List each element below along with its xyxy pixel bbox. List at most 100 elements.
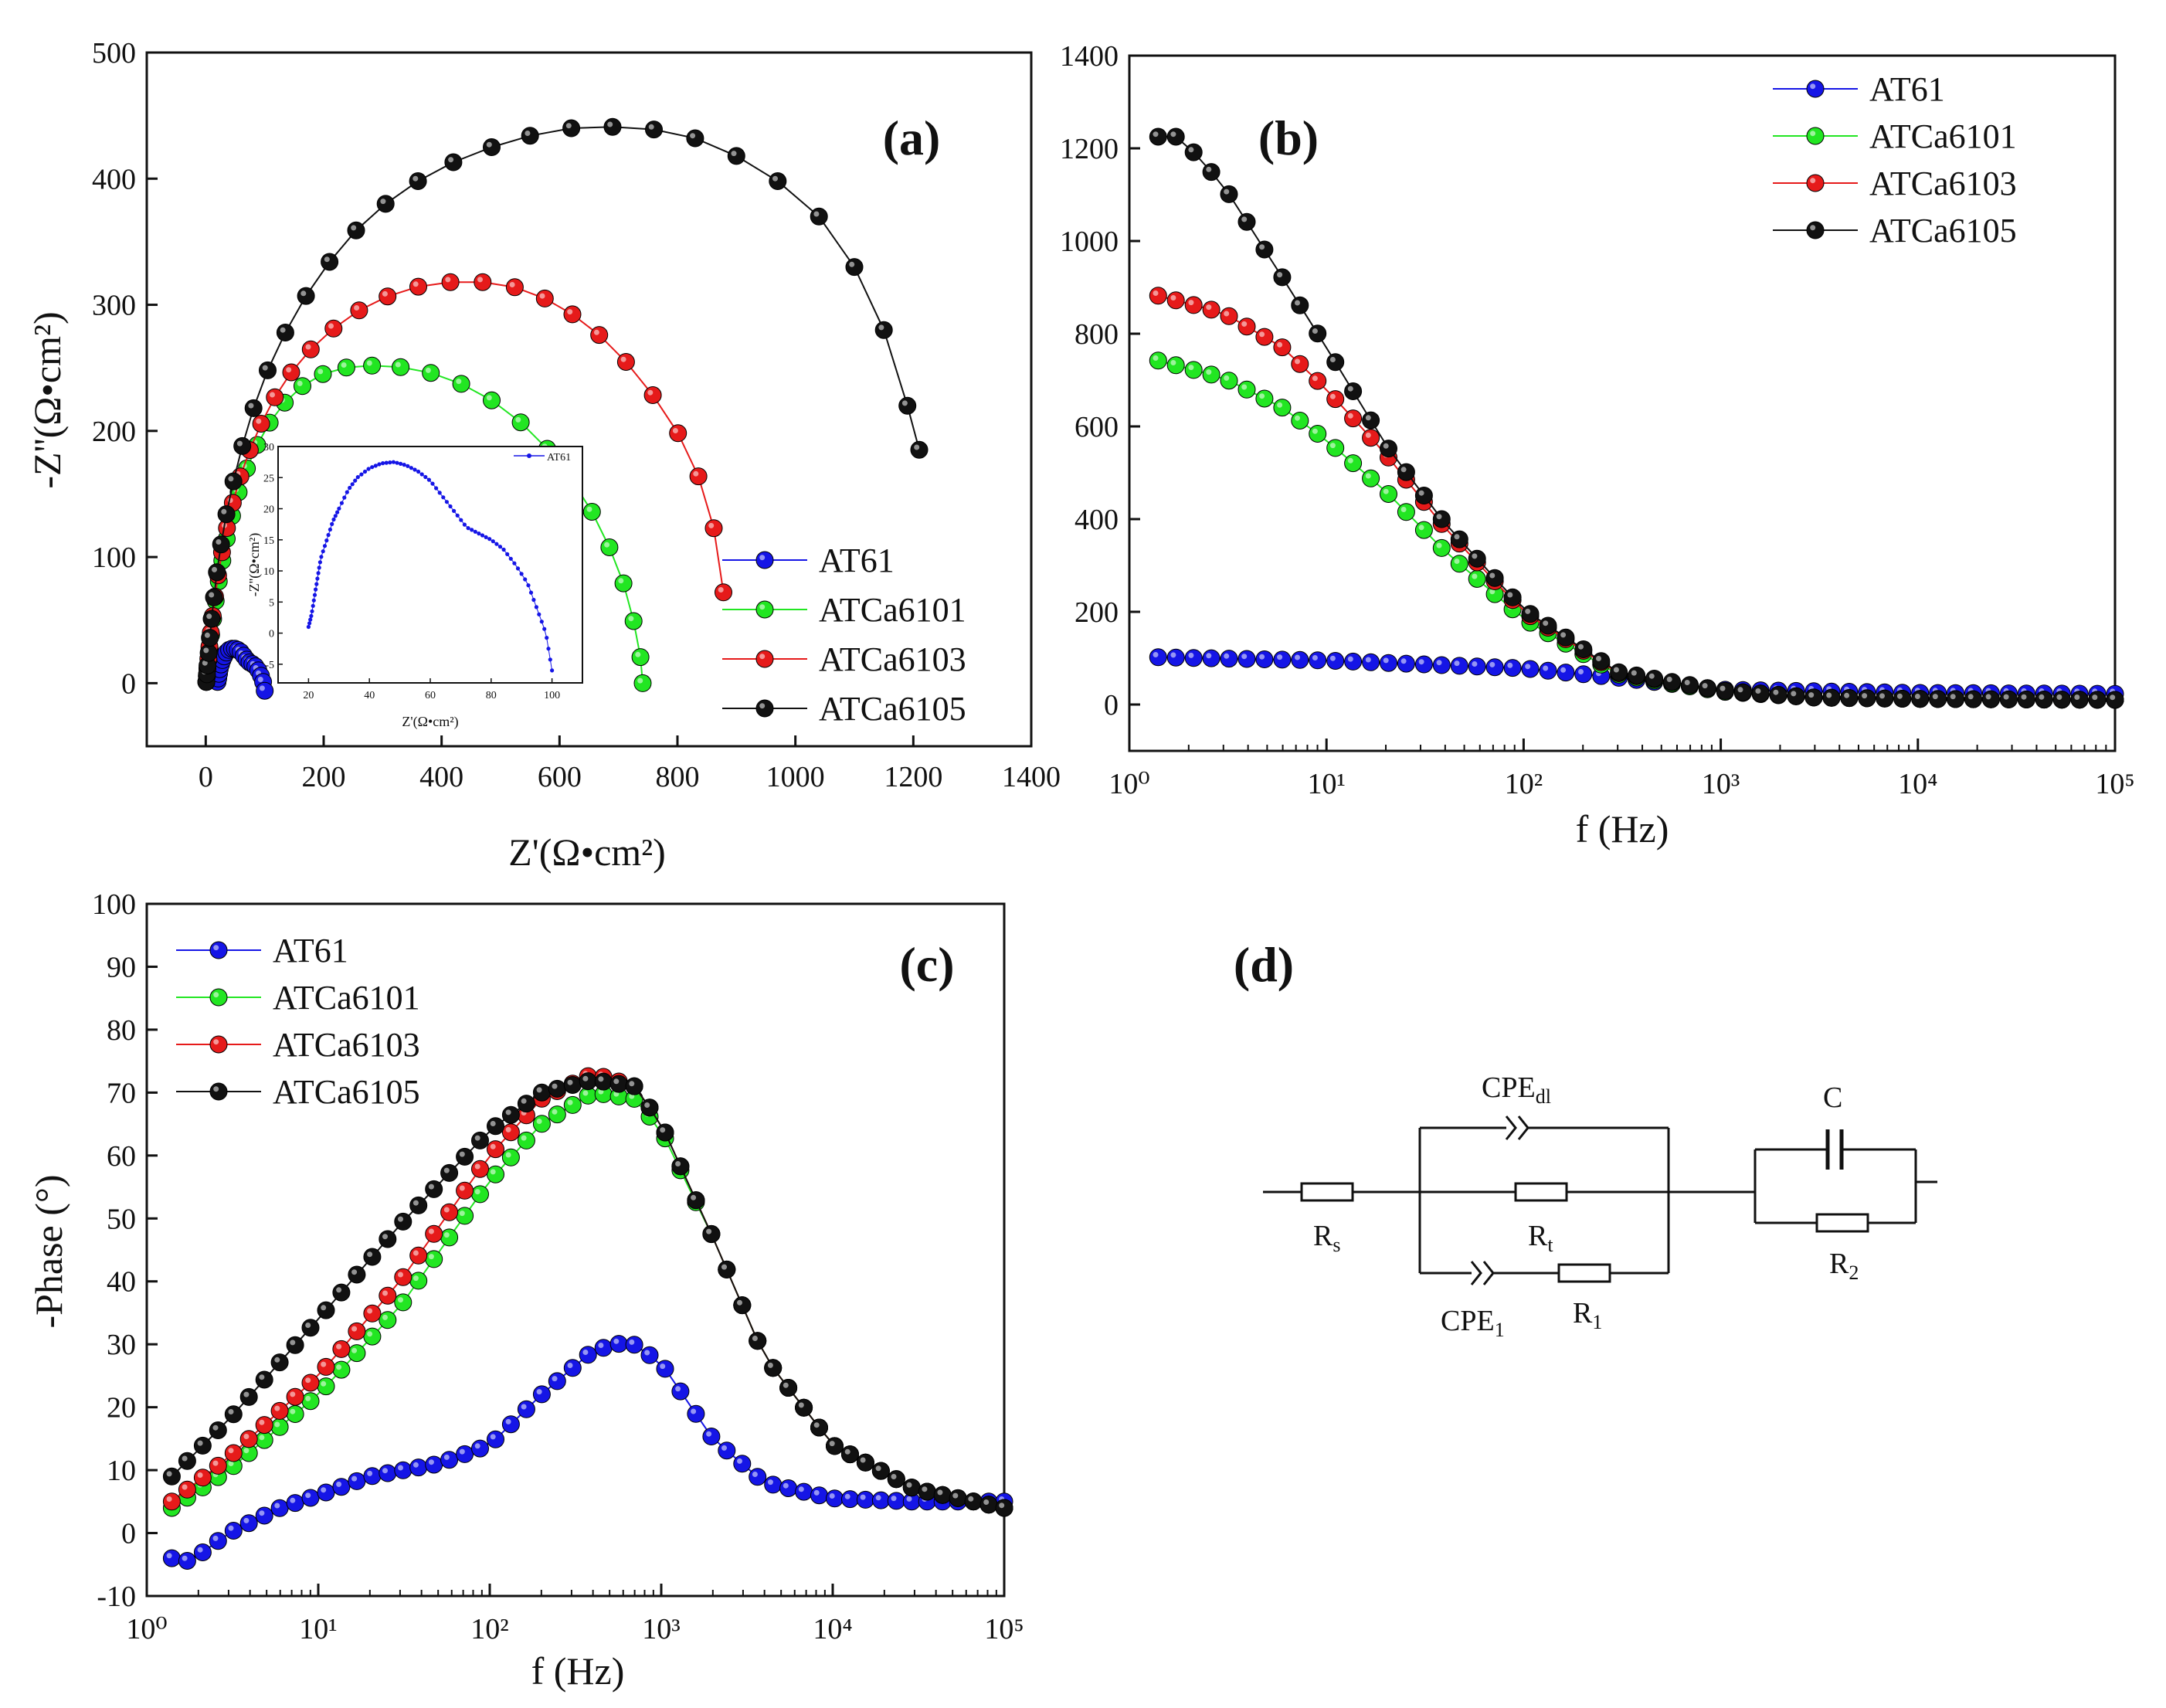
inset-data-point [546,647,551,651]
data-point-ATCa6101 [1255,389,1274,408]
inset-series [306,460,555,673]
data-point-ATCa6103 [363,1304,382,1323]
inset-data-point [395,460,399,465]
data-point-AT61-highlight [1383,657,1389,664]
y-tick-label: 500 [92,37,136,70]
legend-label: AT61 [1869,70,1945,108]
data-point-AT61-highlight [906,1496,912,1502]
inset-y-tick-label: 30 [263,442,274,453]
inset-y-tick-label: 10 [263,566,274,578]
data-point-ATCa6105-highlight [1578,643,1584,650]
data-point-ATCa6105-highlight [1613,667,1619,673]
data-point-ATCa6105-highlight [829,1441,835,1447]
label-rs-main: R [1313,1220,1333,1252]
data-point-ATCa6105 [1663,673,1681,691]
data-point-ATCa6101 [483,391,501,409]
data-point-ATCa6105-highlight [875,1465,881,1472]
inset-data-point [441,495,446,500]
data-point-AT61-highlight [521,1404,527,1410]
data-point-ATCa6103-highlight [474,1163,480,1170]
inset-data-point [317,565,321,570]
legend-label: ATCa6101 [1869,117,2017,155]
data-point-ATCa6101-highlight [290,1408,296,1414]
data-point-ATCa6105-highlight [901,400,908,406]
data-point-ATCa6105 [1557,628,1575,647]
data-point-ATCa6105-highlight [1666,676,1672,682]
data-point-ATCa6105-highlight [1525,608,1531,614]
data-point-ATCa6103 [348,1322,366,1340]
inset-x-tick-label: 80 [486,690,497,701]
data-point-ATCa6105-highlight [860,1457,866,1463]
data-point-ATCa6103-highlight [620,356,626,362]
data-point-ATCa6101 [471,1185,489,1204]
inset-data-point [350,482,355,487]
resistor-rt [1514,1182,1568,1202]
data-point-AT61 [702,1428,721,1445]
inset-data-point [497,545,503,549]
data-point-ATCa6101-highlight [1472,573,1478,579]
data-point-AT61-highlight [443,1454,450,1460]
data-point-ATCa6103-highlight [1170,295,1176,301]
panel-d-label: (d) [1234,937,1294,992]
data-point-AT61 [1450,657,1468,675]
inset-data-point [307,621,312,626]
data-point-ATCa6105 [1574,640,1593,658]
data-point-ATCa6101-highlight [456,379,462,385]
data-point-ATCa6105-highlight [221,508,227,514]
data-point-ATCa6101 [363,356,382,375]
data-point-ATCa6101 [394,1293,412,1312]
data-point-ATCa6103 [535,289,554,307]
data-point-AT61-highlight [875,1495,881,1501]
inset-data-point [452,508,457,514]
data-point-ATCa6103 [1149,287,1167,305]
data-point-AT61-highlight [1454,660,1460,667]
data-point-ATCa6101 [1309,425,1327,443]
data-point-ATCa6105 [297,287,315,305]
data-point-ATCa6105-highlight [1312,328,1318,334]
data-point-ATCa6105 [718,1260,736,1278]
inset-data-point [337,506,341,511]
data-point-ATCa6105-highlight [2056,694,2062,700]
data-point-ATCa6105-highlight [922,1486,928,1492]
data-point-ATCa6105 [1184,143,1203,161]
data-point-ATCa6103 [301,340,320,358]
data-point-ATCa6105-highlight [1507,592,1513,598]
data-point-ATCa6105 [1220,185,1238,203]
data-point-ATCa6105 [1716,681,1734,700]
inset-data-point [477,531,481,536]
data-point-ATCa6105 [517,1095,535,1113]
data-point-ATCa6101 [563,1095,582,1114]
data-point-ATCa6105 [1273,268,1292,287]
data-point-ATCa6105-highlight [380,199,386,205]
data-point-AT61 [1237,650,1256,668]
inset-data-point [335,510,340,514]
data-point-ATCa6105 [1503,588,1522,606]
data-point-ATCa6105 [244,399,263,417]
inset-data-point [319,555,324,559]
data-point-ATCa6101 [452,375,470,393]
data-point-AT61 [687,1404,705,1423]
data-point-AT61-highlight [1206,653,1212,659]
data-point-ATCa6105 [409,1196,428,1214]
data-point-ATCa6103-highlight [328,323,334,329]
data-point-ATCa6101-highlight [536,1119,542,1124]
data-point-ATCa6103 [301,1374,320,1392]
data-point-ATCa6105 [209,1421,227,1439]
inset-data-point [494,542,499,546]
series-line-ATCa6101 [171,1093,1005,1509]
data-point-AT61 [1414,655,1433,674]
data-point-ATCa6103 [1166,291,1185,310]
inset-data-point [328,527,332,532]
data-point-ATCa6105 [1309,324,1327,343]
data-point-AT61-highlight [552,1376,558,1382]
data-point-ATCa6105 [1485,569,1504,587]
data-point-AT61 [394,1461,412,1479]
data-point-ATCa6105-highlight [798,1402,804,1408]
inset-data-point [480,533,485,538]
legend-marker [755,650,774,668]
data-point-ATCa6101 [1450,555,1468,573]
data-point-AT61-highlight [490,1434,496,1440]
data-point-ATCa6105-highlight [552,1083,558,1089]
data-point-ATCa6105-highlight [1241,216,1248,222]
data-point-ATCa6105-highlight [1967,694,1974,700]
